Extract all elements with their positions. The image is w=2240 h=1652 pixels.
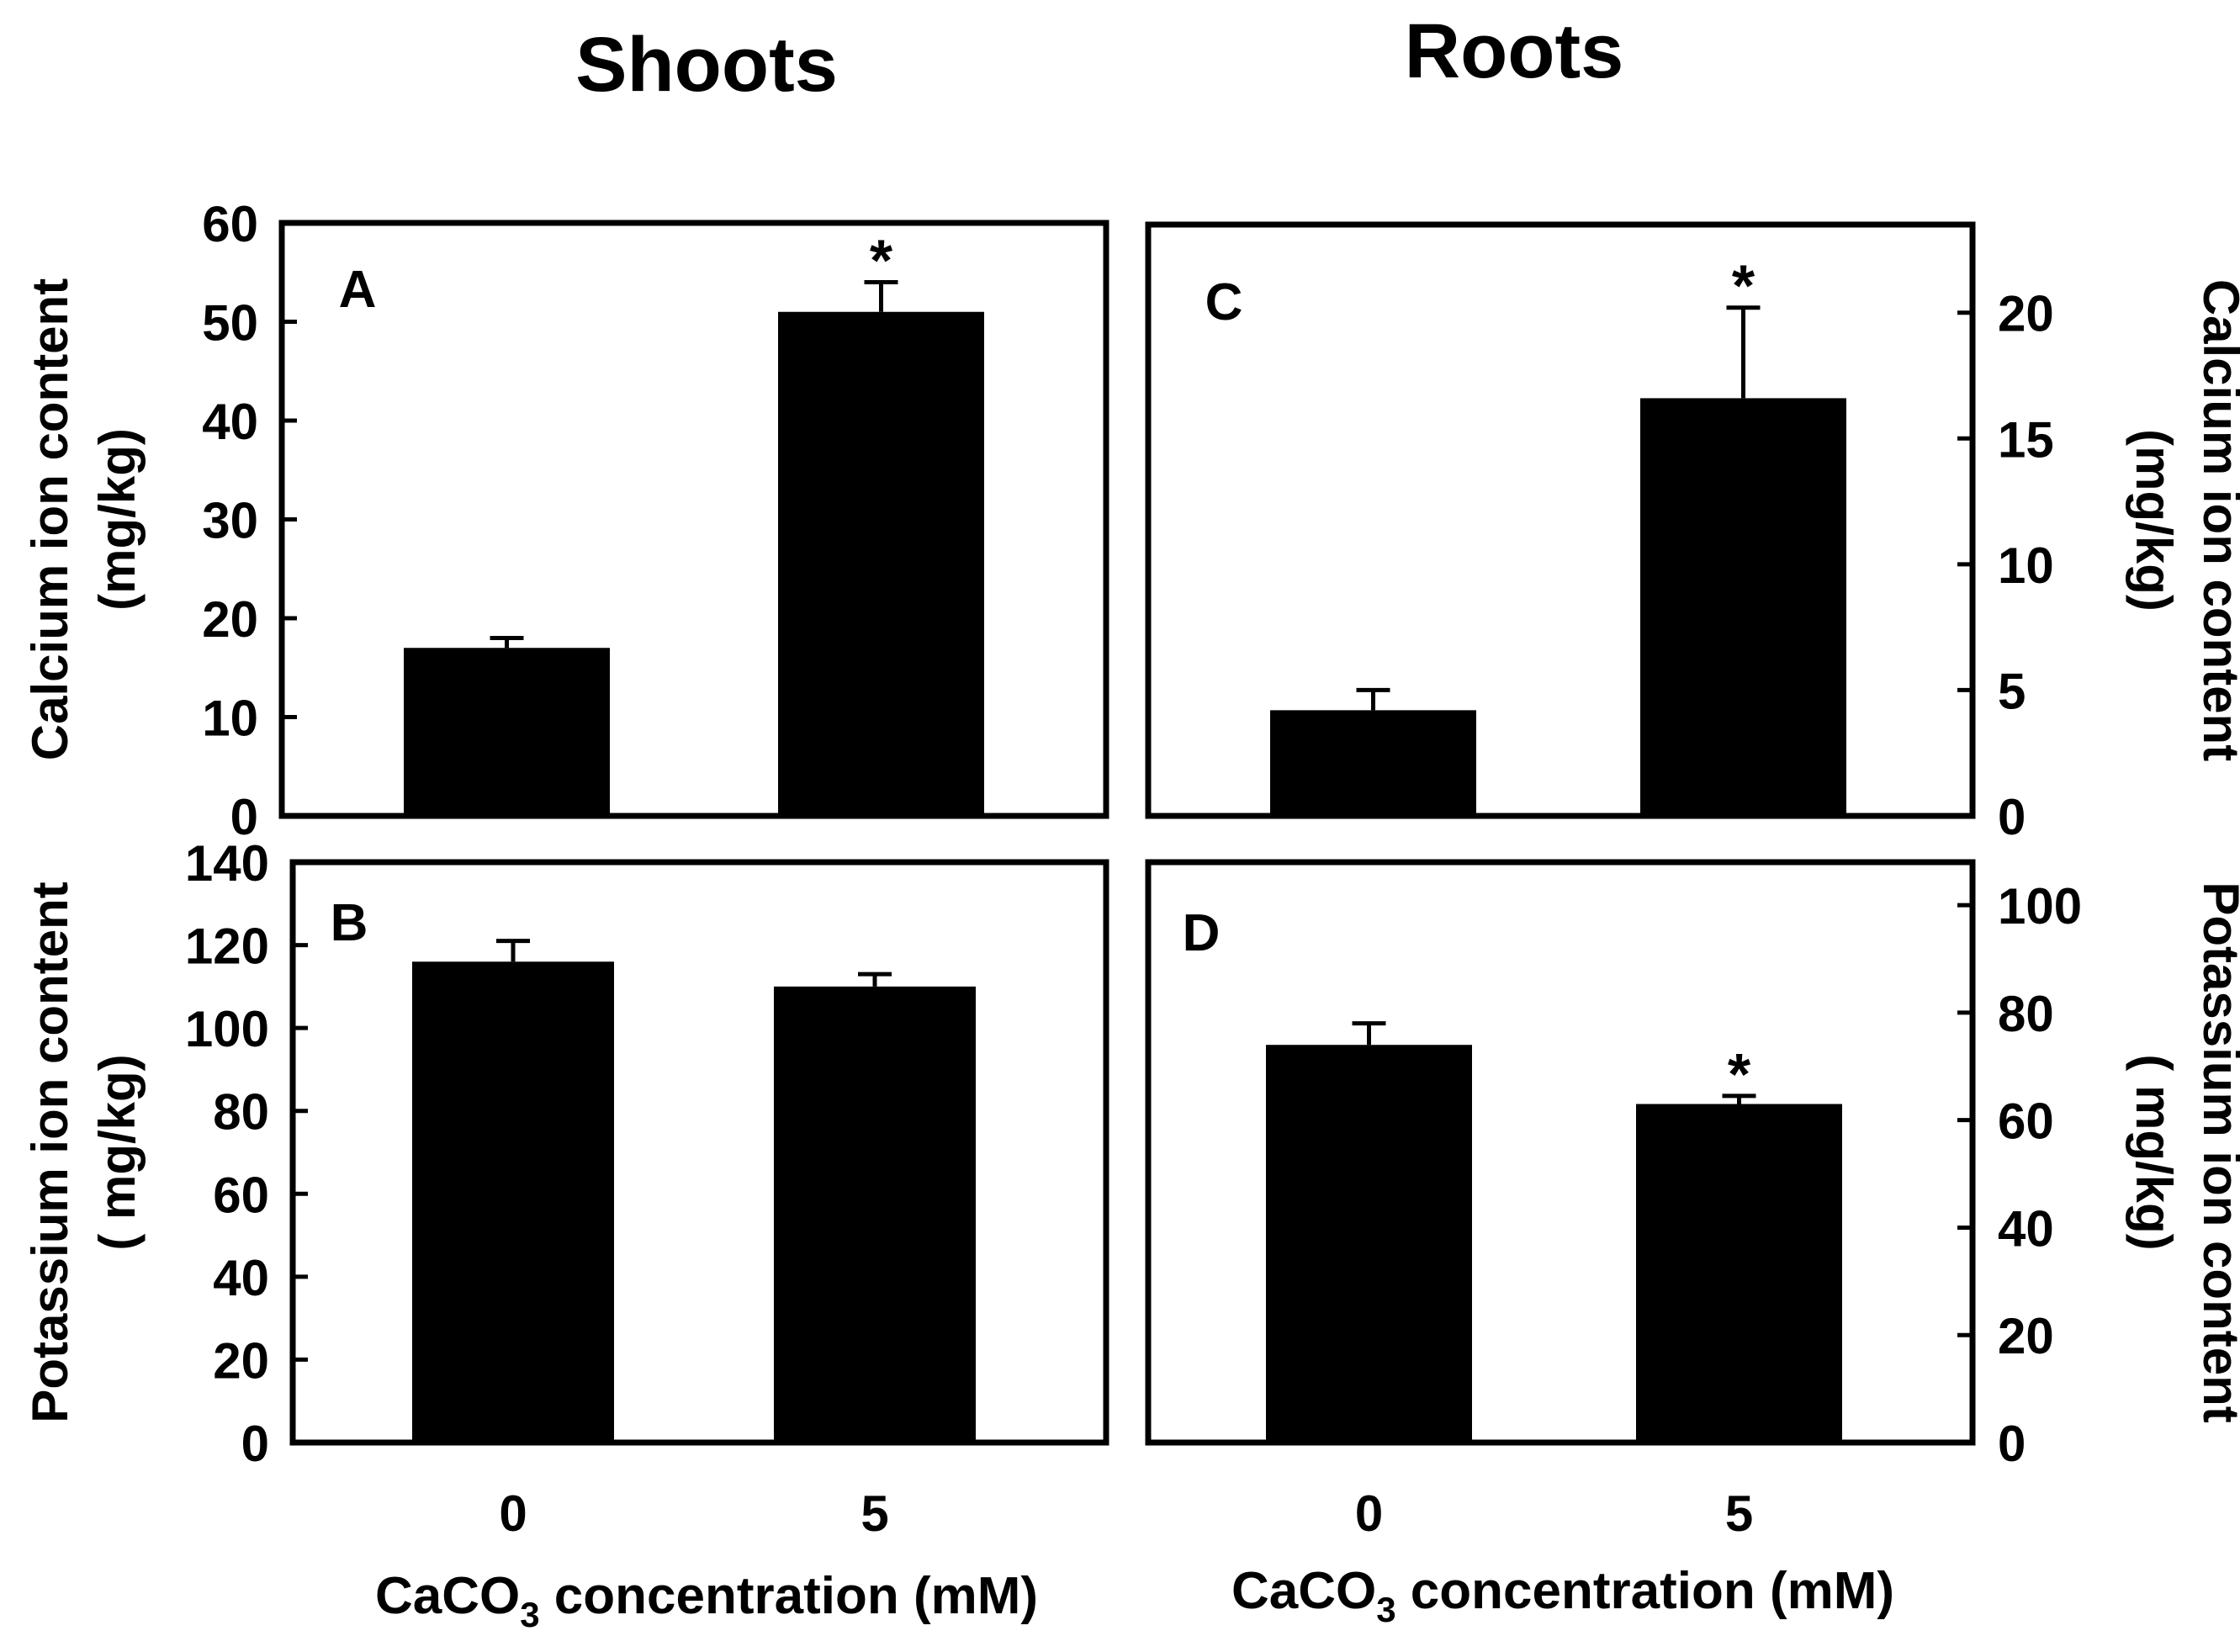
bar-a-0 [404, 648, 610, 816]
y-tick-label-d-3: 60 [1998, 1093, 2054, 1150]
panel-label-c: C [1205, 273, 1243, 331]
bar-b-5 [774, 986, 976, 1443]
bar-c-0 [1270, 710, 1476, 816]
panel-label-b: B [331, 894, 368, 952]
y-tick-label-b-4: 80 [213, 1084, 269, 1141]
y-tick-label-c-3: 15 [1998, 411, 2054, 468]
y-tick-label-b-7: 140 [185, 835, 269, 892]
bar-a-5 [778, 311, 984, 816]
significance-marker-d-5: * [1728, 1041, 1751, 1107]
y-tick-label-d-0: 0 [1998, 1416, 2026, 1472]
y-tick-label-a-1: 10 [202, 691, 258, 747]
plot-frame-d [1145, 859, 1976, 1446]
y-tick-label-b-6: 120 [185, 919, 269, 975]
bar-d-5 [1636, 1104, 1842, 1443]
header-roots: Roots [1405, 8, 1624, 94]
bar-b-0 [412, 961, 614, 1443]
y-axis-title-a: Calcium ion content (mg/kg) [22, 278, 146, 760]
panel-a: A 0 10 20 30 40 50 60 Calcium ion content (mg/kg)… [22, 196, 1109, 845]
y-tick-label-c-2: 10 [1998, 537, 2054, 594]
y-tick-label-a-4: 40 [202, 394, 258, 450]
y-tick-label-a-6: 60 [202, 196, 258, 252]
y-axis-title-b: Potassium ion content( mg/kg) [22, 882, 146, 1422]
panel-d: D 0 20 40 60 80 100 Potassium ion content( mg/k… [1145, 859, 2240, 1542]
y-tick-label-b-5: 100 [185, 1001, 269, 1057]
x-axis-title-shoots: CaCO3 concentration (mM) [375, 1567, 1038, 1634]
y-tick-label-d-4: 80 [1998, 986, 2054, 1042]
y-tick-label-a-5: 50 [202, 295, 258, 352]
y-tick-label-d-5: 100 [1998, 878, 2082, 935]
y-tick-label-b-0: 0 [241, 1416, 269, 1472]
y-tick-label-c-1: 5 [1998, 663, 2026, 719]
header-shoots: Shoots [575, 22, 838, 108]
panel-label-d: D [1183, 904, 1221, 962]
y-axis-title-d: Potassium ion content( mg/kg) [2126, 882, 2240, 1422]
y-tick-label-d-1: 20 [1998, 1308, 2054, 1364]
bar-c-5 [1640, 398, 1846, 816]
x-axis-title-roots: CaCO3 concentration (mM) [1231, 1562, 1894, 1629]
x-tick-label-b-0: 0 [499, 1485, 527, 1542]
plot-frame-b [289, 859, 1109, 1446]
x-tick-label-d-0: 0 [1355, 1485, 1383, 1542]
y-axis-title-c: Calcium ion content(mg/kg) [2126, 279, 2240, 761]
panel-label-a: A [339, 261, 377, 319]
y-tick-label-d-2: 40 [1998, 1200, 2054, 1257]
y-tick-label-a-3: 30 [202, 493, 258, 549]
plot-frame-c [1145, 221, 1976, 819]
y-tick-label-b-2: 40 [213, 1250, 269, 1306]
panel-b: B 0 20 40 60 80 100 120 140 Potassium ion content… [22, 835, 1109, 1542]
y-tick-label-b-1: 20 [213, 1332, 269, 1389]
y-tick-label-a-2: 20 [202, 591, 258, 648]
bar-d-0 [1266, 1045, 1472, 1443]
significance-marker-a-5: * [870, 228, 893, 294]
y-tick-label-c-0: 0 [1998, 789, 2026, 845]
panel-c: C 0 5 10 15 20 Calcium ion content(mg/kg) * [1145, 221, 2240, 845]
x-tick-label-d-5: 5 [1725, 1485, 1753, 1542]
x-tick-label-b-5: 5 [861, 1485, 888, 1542]
significance-marker-c-5: * [1732, 253, 1755, 319]
y-tick-label-a-0: 0 [230, 789, 258, 845]
y-tick-label-c-4: 20 [1998, 286, 2054, 342]
y-tick-label-b-3: 60 [213, 1167, 269, 1223]
